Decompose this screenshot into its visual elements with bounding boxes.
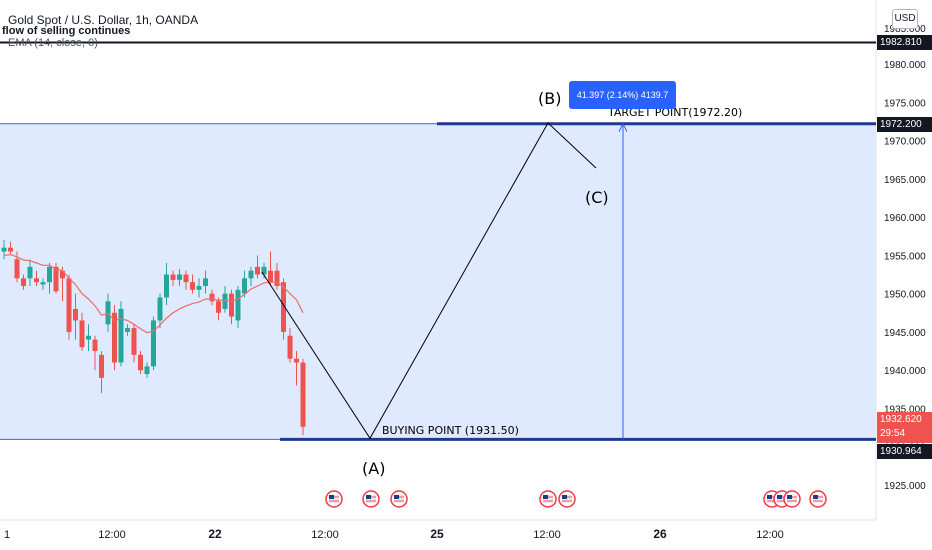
candle-body[interactable] xyxy=(281,282,286,332)
time-tick-label: 12:00 xyxy=(311,529,339,541)
candle-body[interactable] xyxy=(112,312,117,363)
candle-body[interactable] xyxy=(66,278,72,332)
price-tick-label: 1925.000 xyxy=(884,481,926,492)
price-tick-label: 1965.000 xyxy=(884,175,926,186)
candle-body[interactable] xyxy=(34,278,39,283)
candle-body[interactable] xyxy=(164,274,169,298)
candle-body[interactable] xyxy=(274,270,280,286)
time-tick-label: 22 xyxy=(208,527,222,541)
candle-body[interactable] xyxy=(300,362,306,427)
price-tick-label: 1980.000 xyxy=(884,60,926,71)
candle-body[interactable] xyxy=(255,266,260,275)
candle-body[interactable] xyxy=(21,278,26,286)
candle-body[interactable] xyxy=(196,285,202,290)
candle-body[interactable] xyxy=(79,320,85,348)
price-tick-label: 1975.000 xyxy=(884,98,926,109)
target-point-label: TARGET POINT(1972.20) xyxy=(607,106,742,119)
candle-body[interactable] xyxy=(242,278,247,294)
candle-body[interactable] xyxy=(170,274,176,280)
candle-body[interactable] xyxy=(229,293,234,317)
abc-pattern-path[interactable] xyxy=(261,122,597,440)
us-flag-event-icon xyxy=(767,495,772,499)
us-flag-event-icon xyxy=(813,495,818,499)
candle-body[interactable] xyxy=(144,366,150,375)
us-flag-event-icon xyxy=(787,495,792,499)
candle-body[interactable] xyxy=(8,247,13,252)
us-flag-event-icon xyxy=(543,495,548,499)
candle-body[interactable] xyxy=(125,328,130,332)
candle-body[interactable] xyxy=(177,274,182,280)
candle-body[interactable] xyxy=(183,274,189,283)
candle-body[interactable] xyxy=(118,308,124,363)
candle-body[interactable] xyxy=(248,270,254,279)
candle-body[interactable] xyxy=(27,266,33,279)
candle-body[interactable] xyxy=(222,293,228,309)
point-c-label: (C) xyxy=(585,188,609,207)
target-price-label: 1972.200 xyxy=(877,116,932,132)
candle-body[interactable] xyxy=(73,308,78,321)
point-b-label: (B) xyxy=(538,89,561,108)
candle-body[interactable] xyxy=(47,266,52,283)
us-flag-event-icon xyxy=(777,495,782,499)
us-flag-event-icon xyxy=(394,495,399,499)
current-price-label: 1932.620 29:54 xyxy=(877,411,932,443)
time-tick-label: 25 xyxy=(430,527,444,541)
time-tick-label: 1 xyxy=(4,529,10,541)
indicator-legend[interactable]: EMA (14, close, 0) xyxy=(8,37,98,49)
candle-body[interactable] xyxy=(203,278,208,286)
us-flag-event-icon xyxy=(562,495,567,499)
us-flag-event-icon xyxy=(366,495,371,499)
candle-body[interactable] xyxy=(216,301,221,313)
candle-body[interactable] xyxy=(40,282,46,285)
candle-body[interactable] xyxy=(235,289,241,321)
price-tick-label: 1950.000 xyxy=(884,290,926,301)
time-tick-label: 12:00 xyxy=(98,529,126,541)
price-tick-label: 1940.000 xyxy=(884,366,926,377)
measure-tooltip: 41.397 (2.14%) 4139.7 xyxy=(569,81,676,109)
resistance-price-label: 1982.810 xyxy=(877,35,932,51)
candle-body[interactable] xyxy=(261,266,267,275)
time-tick-label: 12:00 xyxy=(756,529,784,541)
candle-body[interactable] xyxy=(287,335,293,359)
support-price-label: 1930.964 xyxy=(877,444,932,460)
candle-body[interactable] xyxy=(14,259,20,279)
price-tick-label: 1955.000 xyxy=(884,251,926,262)
price-tick-label: 1985.000 xyxy=(884,24,926,35)
price-tick-label: 1960.000 xyxy=(884,213,926,224)
candle-body[interactable] xyxy=(157,297,163,321)
candle-body[interactable] xyxy=(294,358,299,363)
candle-body[interactable] xyxy=(53,266,59,292)
candle-body[interactable] xyxy=(190,282,195,290)
candle-body[interactable] xyxy=(151,320,156,367)
us-flag-event-icon xyxy=(329,495,334,499)
price-tick-label: 1945.000 xyxy=(884,328,926,339)
candle-body[interactable] xyxy=(268,270,273,283)
candle-body[interactable] xyxy=(60,270,65,279)
candle-body[interactable] xyxy=(209,293,215,302)
time-tick-label: 12:00 xyxy=(533,529,561,541)
measure-arrow-head xyxy=(618,122,628,132)
ema-line[interactable] xyxy=(3,253,304,334)
price-tick-label: 1970.000 xyxy=(884,137,926,148)
price-range-zone[interactable] xyxy=(0,123,876,440)
candle-body[interactable] xyxy=(138,354,143,371)
candle-body[interactable] xyxy=(86,335,91,340)
currency-button[interactable]: USD xyxy=(892,9,918,29)
point-a-label: (A) xyxy=(362,459,385,478)
candle-body[interactable] xyxy=(105,301,111,325)
buying-point-label: BUYING POINT (1931.50) xyxy=(382,424,519,437)
note-title: flow of selling continues xyxy=(2,25,131,37)
candle-body[interactable] xyxy=(1,247,7,252)
time-tick-label: 26 xyxy=(653,527,667,541)
countdown-label: 29:54 xyxy=(880,427,906,439)
candle-body[interactable] xyxy=(131,328,137,355)
symbol-title[interactable]: Gold Spot / U.S. Dollar, 1h, OANDA xyxy=(8,13,199,27)
price-tick-label: 1935.000 xyxy=(884,404,926,415)
candle-body[interactable] xyxy=(99,354,104,378)
candle-body[interactable] xyxy=(92,339,98,352)
